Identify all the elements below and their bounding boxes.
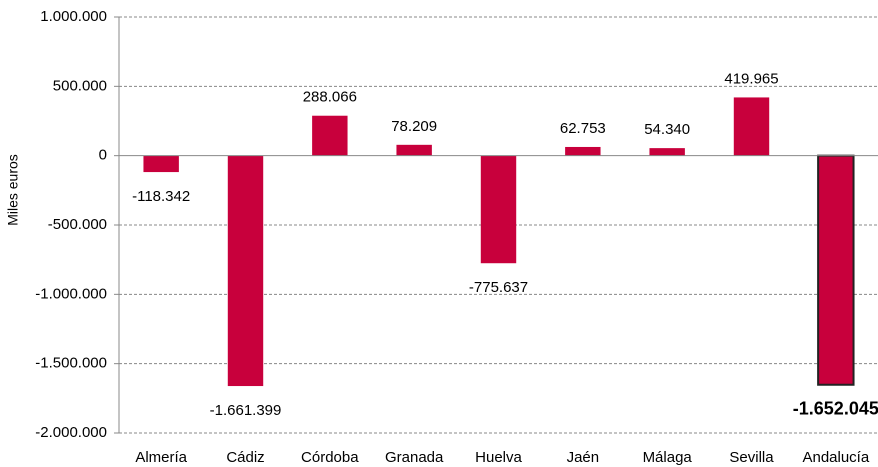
x-tick-label: Almería	[135, 449, 187, 466]
bar	[733, 97, 770, 156]
x-tick-label: Cádiz	[226, 449, 264, 466]
bar	[312, 115, 348, 156]
x-tick-label: Córdoba	[301, 449, 359, 466]
y-tick-label: -1.000.000	[35, 285, 107, 302]
bar	[565, 146, 601, 156]
x-tick-label: Jaén	[567, 449, 600, 466]
data-label: 419.965	[724, 70, 778, 87]
bar	[396, 144, 432, 156]
x-tick-label: Málaga	[643, 449, 693, 466]
bar	[480, 155, 517, 264]
y-tick-label: 500.000	[53, 77, 107, 94]
y-tick-label: -2.000.000	[35, 424, 107, 441]
data-label: 288.066	[303, 89, 357, 106]
x-tick-label: Sevilla	[729, 449, 774, 466]
x-tick-label: Andalucía	[802, 449, 869, 466]
data-label: 78.209	[391, 118, 437, 135]
bar	[649, 148, 685, 156]
bar	[143, 155, 179, 173]
data-label: -775.637	[469, 279, 528, 296]
y-tick-label: 0	[99, 147, 107, 164]
x-tick-label: Granada	[385, 449, 444, 466]
data-label: 54.340	[644, 121, 690, 138]
bar	[817, 154, 855, 386]
data-label: 62.753	[560, 120, 606, 137]
y-tick-label: -500.000	[48, 216, 107, 233]
data-label: -118.342	[132, 188, 190, 205]
y-tick-label: -1.500.000	[35, 355, 107, 372]
y-tick-label: 1.000.000	[40, 8, 107, 25]
data-label: -1.652.045	[793, 399, 878, 419]
bar	[227, 155, 264, 387]
x-tick-label: Huelva	[475, 449, 522, 466]
data-label: -1.661.399	[210, 402, 282, 419]
y-axis-title: Miles euros	[5, 154, 21, 226]
